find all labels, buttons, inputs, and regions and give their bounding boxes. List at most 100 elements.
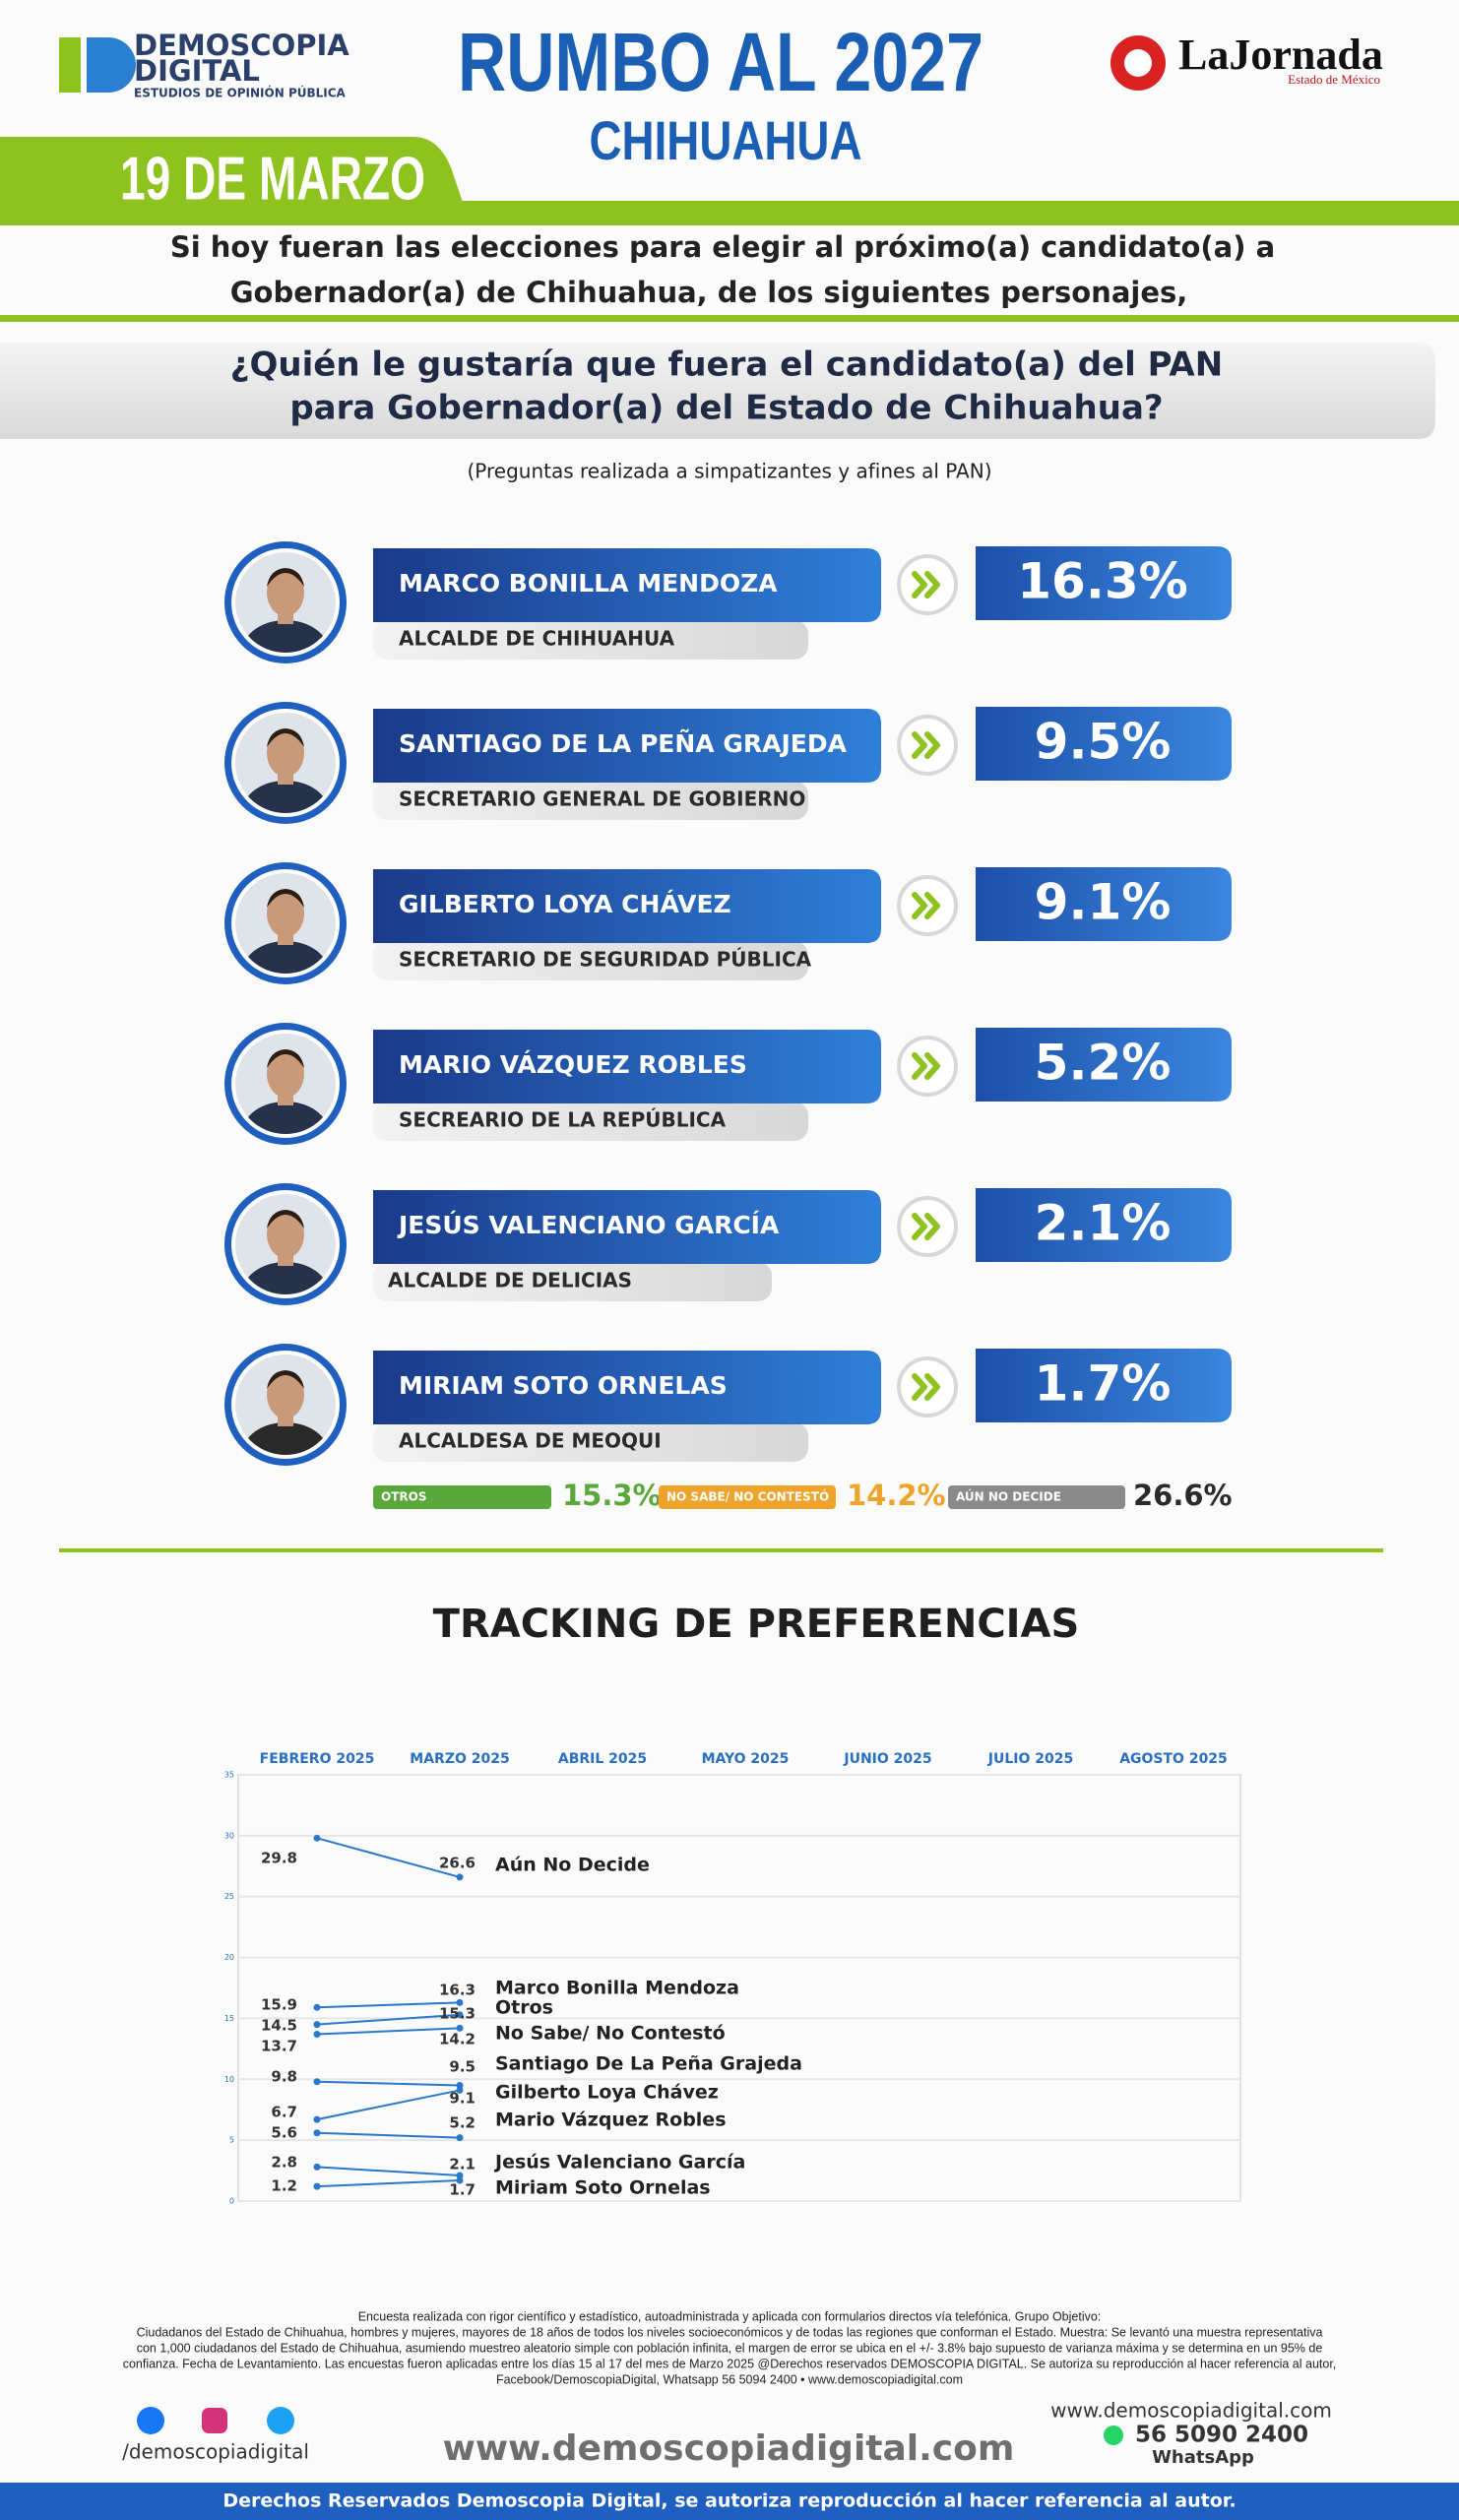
photo-hair <box>267 728 304 747</box>
candidate-role: ALCALDE DE CHIHUAHUA <box>399 627 675 651</box>
photo-hair <box>267 1370 304 1389</box>
logo-mark <box>87 37 136 93</box>
disclaimer-line: Facebook/DemoscopiaDigital, Whatsapp 56 … <box>496 2372 963 2386</box>
candidate-name: SANTIAGO DE LA PEÑA GRAJEDA <box>399 729 848 758</box>
green-line <box>0 315 1459 322</box>
partner-mark <box>1124 49 1152 77</box>
candidate-percent: 5.2% <box>1035 1035 1172 1092</box>
candidate-role: SECRETARIO GENERAL DE GOBIERNO <box>399 788 805 811</box>
date-tab <box>0 137 471 225</box>
name-bar <box>373 1030 881 1103</box>
photo-hair <box>267 1210 304 1228</box>
facebook-icon[interactable] <box>137 2407 164 2434</box>
question-box <box>0 343 1435 439</box>
series-name: Jesús Valenciano García <box>493 2152 745 2174</box>
contact-site[interactable]: www.demoscopiadigital.com <box>1050 2399 1332 2423</box>
logo-text: DIGITAL <box>134 54 260 88</box>
name-bar <box>373 1190 881 1264</box>
candidate-role: ALCALDESA DE MEOQUI <box>399 1429 662 1453</box>
candidate-role: SECREARIO DE LA REPÚBLICA <box>399 1108 727 1132</box>
photo-head <box>267 1371 304 1418</box>
photo <box>235 552 336 653</box>
data-label: 29.8 <box>261 1850 297 1867</box>
photo <box>235 1194 336 1294</box>
other-label: AÚN NO DECIDE <box>956 1489 1061 1504</box>
data-label: 1.2 <box>271 2177 297 2195</box>
photo-body <box>242 941 329 974</box>
separator <box>59 1548 1383 1552</box>
other-label: OTROS <box>381 1490 426 1504</box>
data-label: 5.6 <box>271 2124 297 2142</box>
data-label: 9.1 <box>449 2090 476 2108</box>
series-name: No Sabe/ No Contestó <box>495 2023 726 2045</box>
photo-head <box>267 729 304 777</box>
candidate-percent: 9.1% <box>1035 874 1172 931</box>
candidate-name: JESÚS VALENCIANO GARCÍA <box>397 1210 780 1239</box>
other-responses: OTROS 15.3% NO SABE/ NO CONTESTÓ 14.2% AÚN N… <box>373 1479 1233 1512</box>
y-tick-label: 25 <box>224 1892 234 1901</box>
photo <box>235 1354 336 1455</box>
percent-box <box>976 867 1232 941</box>
role-bar <box>373 1102 808 1141</box>
series-line <box>316 2027 461 2036</box>
chart-title: TRACKING DE PREFERENCIAS <box>433 1602 1080 1647</box>
point <box>313 2115 321 2123</box>
intro-line: Gobernador(a) de Chihuahua, de los sigui… <box>230 276 1188 309</box>
photo <box>235 1034 336 1134</box>
arrow-icon <box>912 731 940 759</box>
photo-head <box>267 1211 304 1258</box>
y-tick-label: 0 <box>229 2197 234 2206</box>
point <box>313 2182 321 2190</box>
arrow-icon <box>912 1052 940 1080</box>
point <box>313 2021 321 2029</box>
point <box>456 2086 464 2094</box>
arrow-icon <box>912 892 940 919</box>
role-bar <box>373 781 808 820</box>
percent-box <box>976 1028 1232 1102</box>
title: RUMBO AL 2027 <box>458 16 983 108</box>
website[interactable]: www.demoscopiadigital.com <box>443 2428 1015 2469</box>
point <box>456 1998 464 2006</box>
role-bar <box>373 620 808 660</box>
series-name: Santiago De La Peña Grajeda <box>495 2053 802 2075</box>
question-line: ¿Quién le gustaría que fuera el candidat… <box>230 346 1223 385</box>
data-label: 14.5 <box>261 2017 297 2035</box>
x-tick-label: JULIO 2025 <box>987 1751 1073 1767</box>
y-tick-label: 20 <box>224 1953 234 1962</box>
data-label: 6.7 <box>271 2104 297 2121</box>
other-bar <box>373 1485 551 1509</box>
candidate-percent: 1.7% <box>1035 1355 1172 1413</box>
partner-name: LaJornada <box>1178 31 1383 79</box>
rights-bar <box>0 2483 1459 2520</box>
tracking-chart: 0 5 10 15 20 25 30 35 FEBRERO 2025 MARZO 2025 ABRI… <box>224 1751 1241 2206</box>
other-bar <box>948 1485 1125 1509</box>
data-label: 15.3 <box>439 2005 476 2023</box>
photo-hair <box>267 889 304 908</box>
whatsapp-label: WhatsApp <box>1152 2447 1254 2468</box>
partner-logo: LaJornada Estado de México <box>1110 31 1383 91</box>
series-line <box>316 2166 461 2177</box>
series-name: Mario Vázquez Robles <box>495 2110 727 2131</box>
photo-head <box>267 1050 304 1098</box>
intro-line: Si hoy fueran las elecciones para elegir… <box>170 230 1275 264</box>
twitter-icon[interactable] <box>267 2407 294 2434</box>
data-label: 9.8 <box>271 2068 297 2086</box>
other-label: NO SABE/ NO CONTESTÓ <box>666 1489 829 1504</box>
disclaimer-line: con 1,000 ciudadanos del Estado de Chihu… <box>137 2341 1323 2355</box>
role-bar <box>373 1422 808 1462</box>
instagram-icon[interactable] <box>202 2408 227 2433</box>
candidate-role: SECRETARIO DE SEGURIDAD PÚBLICA <box>399 948 812 972</box>
candidate-name: MARCO BONILLA MENDOZA <box>399 569 778 598</box>
logo-mark <box>59 37 81 93</box>
series-name: Otros <box>495 1997 553 2019</box>
disclaimer-line: Ciudadanos del Estado de Chihuahua, homb… <box>137 2325 1323 2339</box>
photo-hair <box>267 568 304 587</box>
series-line <box>316 2013 461 2026</box>
x-tick-label: JUNIO 2025 <box>843 1751 931 1767</box>
data-label: 2.1 <box>449 2156 476 2174</box>
whatsapp-icon <box>1104 2426 1123 2445</box>
data-label: 9.5 <box>449 2058 476 2076</box>
data-label: 14.2 <box>439 2031 476 2048</box>
subtitle: CHIHUAHUA <box>590 109 862 171</box>
